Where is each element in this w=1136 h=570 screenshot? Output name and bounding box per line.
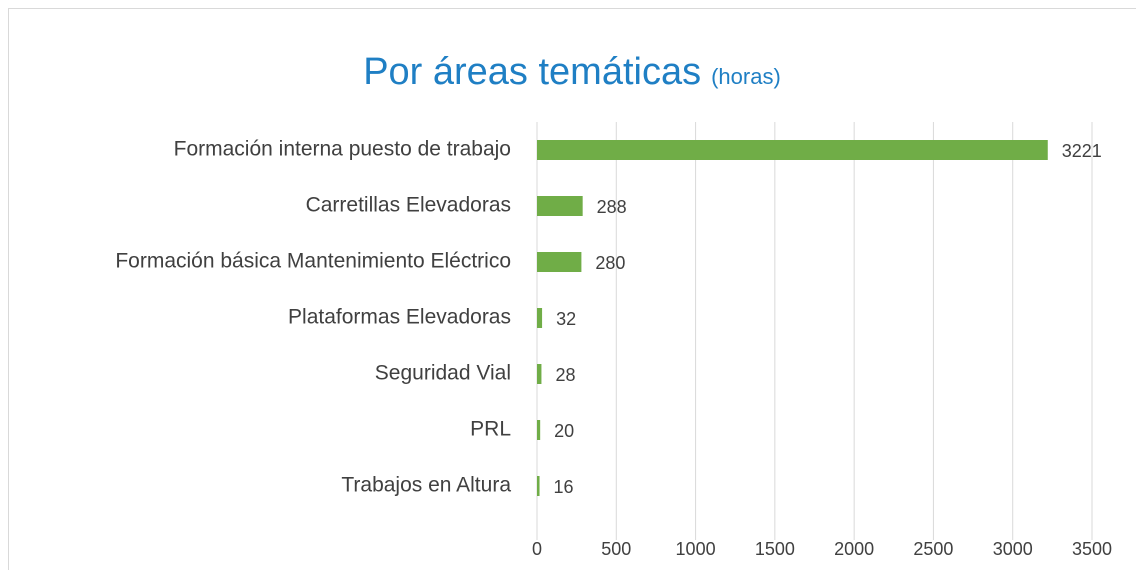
x-tick-label: 3500 (1072, 539, 1112, 559)
x-tick-label: 3000 (993, 539, 1033, 559)
bar (537, 364, 542, 384)
y-tick-label: Plataformas Elevadoras (288, 306, 511, 329)
bar (537, 476, 540, 496)
x-tick-label: 2000 (834, 539, 874, 559)
y-tick-label: Carretillas Elevadoras (306, 194, 511, 217)
value-label: 280 (595, 253, 625, 273)
value-label: 28 (555, 365, 575, 385)
x-tick-label: 1000 (676, 539, 716, 559)
bar (537, 420, 541, 440)
value-label: 20 (554, 421, 574, 441)
value-label: 32 (556, 309, 576, 329)
y-tick-label: Seguridad Vial (375, 362, 511, 385)
bar (537, 196, 583, 216)
x-tick-label: 1500 (755, 539, 795, 559)
y-tick-label: Formación básica Mantenimiento Eléctrico (115, 250, 511, 273)
chart-subtitle: (horas) (711, 64, 781, 89)
value-label: 3221 (1062, 141, 1102, 161)
bar (537, 140, 1048, 160)
bar (537, 308, 543, 328)
x-tick-label: 2500 (913, 539, 953, 559)
y-tick-label: Trabajos en Altura (341, 474, 511, 497)
value-label: 16 (554, 477, 574, 497)
value-label: 288 (597, 197, 627, 217)
x-tick-label: 500 (601, 539, 631, 559)
y-tick-label: Formación interna puesto de trabajo (174, 138, 511, 161)
x-tick-label: 0 (532, 539, 542, 559)
chart-title: Por áreas temáticas (363, 51, 701, 93)
chart-border (8, 8, 1136, 570)
y-tick-label: PRL (470, 418, 511, 441)
bar (537, 252, 582, 272)
